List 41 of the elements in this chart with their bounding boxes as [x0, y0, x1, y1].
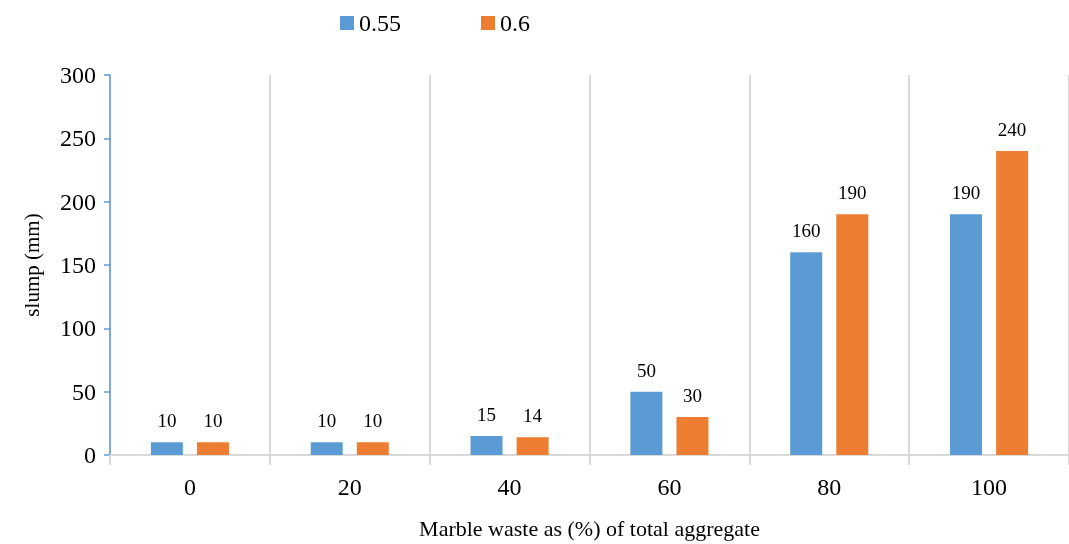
- bar: [470, 436, 503, 455]
- data-label: 240: [997, 119, 1027, 140]
- y-tick-label: 250: [60, 125, 96, 152]
- y-tick-label: 50: [72, 378, 96, 405]
- bar: [996, 151, 1029, 455]
- bar: [790, 252, 823, 455]
- legend-label: 0.6: [500, 10, 530, 36]
- data-label: 15: [477, 404, 497, 425]
- data-label: 10: [157, 410, 177, 432]
- data-label: 10: [317, 410, 337, 432]
- data-label: 30: [682, 385, 702, 406]
- x-axis-title: Marble waste as (%) of total aggregate: [419, 515, 760, 541]
- bar: [356, 442, 389, 455]
- data-label: 50: [636, 359, 656, 381]
- data-label: 10: [363, 410, 383, 432]
- x-tick-label: 0: [183, 474, 196, 500]
- x-tick-label: 80: [817, 474, 842, 500]
- y-tick-label: 100: [60, 315, 96, 342]
- bar: [950, 214, 983, 455]
- bar: [310, 442, 343, 455]
- data-label: 190: [838, 182, 867, 204]
- legend-label: 0.55: [359, 10, 401, 36]
- x-tick-label: 60: [657, 474, 682, 500]
- x-tick-label: 20: [337, 474, 362, 500]
- y-axis-title: slump (mm): [19, 213, 44, 317]
- bar: [150, 442, 183, 455]
- x-tick-label: 40: [497, 474, 522, 500]
- bar: [630, 391, 663, 455]
- x-tick-label: 100: [971, 474, 1008, 500]
- y-tick-label: 200: [60, 188, 96, 215]
- data-label: 190: [951, 182, 981, 204]
- data-label: 10: [203, 410, 223, 432]
- y-tick-label: 150: [60, 252, 96, 278]
- data-label: 160: [791, 220, 821, 242]
- bar: [836, 214, 869, 455]
- bar: [196, 442, 229, 455]
- bar: [516, 437, 549, 455]
- data-label: 14: [523, 405, 543, 427]
- y-tick-label: 0: [84, 442, 96, 468]
- bar: [676, 417, 709, 455]
- y-tick-label: 300: [60, 62, 96, 88]
